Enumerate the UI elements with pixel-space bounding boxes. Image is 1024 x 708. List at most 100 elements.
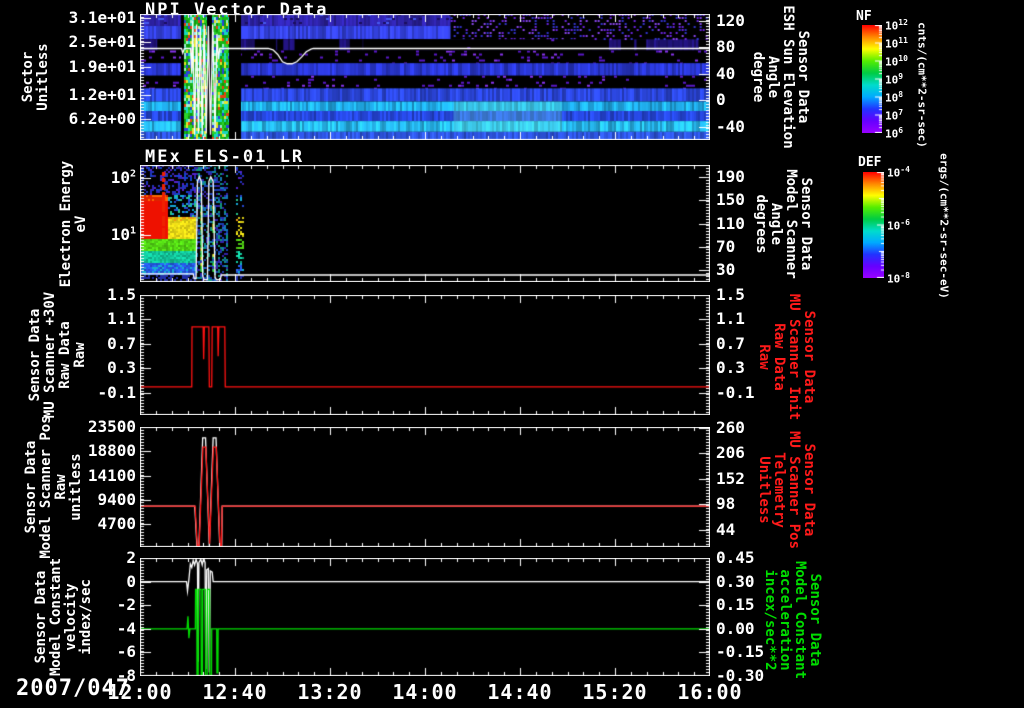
y2-axis-title-line: MU Scanner Pos: [786, 430, 802, 550]
y-axis-title-line: unitless: [68, 453, 84, 521]
colorbar-tick-label: 10-8: [887, 271, 910, 286]
y-axis-title-line: Sensor Data: [23, 440, 39, 534]
y2-axis-title-line: Sensor Data: [801, 310, 817, 404]
y-axis-tick-label: 0: [126, 571, 136, 591]
y2-axis-title-line: Sensor Data: [798, 177, 814, 271]
y-axis-title-line: Model Constant: [48, 557, 64, 677]
y-axis-title: Sector Unitless: [20, 43, 51, 111]
y-axis-title: Electron Energy eV: [58, 160, 89, 288]
y2-axis-tick-label: 152: [716, 468, 745, 488]
y2-axis-title: Sensor Data MU Scanner Init Raw Data Raw: [756, 293, 817, 421]
y2-axis-title-line: incex/sec**2: [762, 569, 778, 671]
y2-axis-tick-label: 1.5: [716, 285, 745, 304]
y2-axis-title-line: acceleration: [777, 569, 793, 671]
x-axis-tick-label: 15:20: [582, 680, 648, 704]
y2-axis-title: Sensor Data ESH Sun Elevation Angle degree: [750, 5, 811, 149]
y2-axis-tick-label: 0.15: [716, 595, 755, 615]
colorbar-name-def: DEF: [858, 155, 882, 170]
colorbar-name-nf: NF: [856, 9, 872, 24]
y2-axis-title-line: Model Scanner: [783, 169, 799, 279]
y-axis-title-line: Raw Data: [57, 321, 73, 389]
colorbar-tick-label: 107: [885, 108, 904, 123]
y-axis-tick-label: 1.9e+01: [68, 56, 136, 76]
y-axis-title-line: MU Scanner +30V: [42, 291, 58, 419]
y2-axis-tick-label: 206: [716, 443, 745, 463]
y-axis-title-line: Electron Energy: [58, 160, 74, 288]
y2-axis-title-line: degree: [750, 51, 766, 103]
y-axis-tick-label: 4700: [97, 514, 136, 534]
y-axis-title-line: Raw: [53, 474, 69, 500]
y2-axis-tick-label: 1.1: [716, 309, 745, 329]
y2-axis-title: Sensor Data Model Constant acceleration inc…: [762, 560, 823, 680]
colorbar-tick-label: 108: [885, 90, 904, 105]
spectrogram-els: [140, 165, 710, 282]
colorbar-tick-label: 106: [885, 126, 904, 141]
y-axis-tick-label: 2.5e+01: [68, 32, 136, 52]
y2-axis-tick-label: 150: [716, 190, 745, 210]
y2-axis-title: Sensor Data Model Scanner Angle degrees: [753, 169, 814, 279]
y2-axis-tick-label: -0.1: [716, 382, 755, 402]
y2-axis-tick-label: -0.30: [716, 666, 765, 685]
spectrogram-npi: [140, 14, 710, 140]
y2-axis-title-line: ESH Sun Elevation: [780, 5, 796, 149]
y-axis-tick-label: 14100: [87, 465, 136, 485]
y-axis-title-line: Model Scanner Pos: [38, 415, 54, 559]
y-axis-tick-label: -8: [116, 666, 136, 685]
y2-axis-title-line: MU Scanner Init: [786, 293, 802, 421]
x-axis-tick-label: 13:20: [297, 680, 363, 704]
date-label: 2007/047: [16, 676, 130, 701]
y-axis-title-line: Raw: [72, 342, 88, 368]
lineplot-mu30v: [140, 295, 710, 415]
y-axis-title-line: index/sec: [78, 579, 94, 655]
y-axis-title-line: Sensor Data: [27, 308, 43, 402]
y2-axis-title-line: Raw Data: [771, 323, 787, 391]
y2-axis-title-line: Telemetry: [771, 452, 787, 528]
y-axis-tick-label: -2: [116, 595, 136, 615]
y-axis-tick-label: 0.3: [107, 358, 136, 378]
y-axis-tick-label: 101: [110, 225, 136, 245]
colorbar-tick-label: 10-6: [887, 218, 910, 233]
colorbar-tick-label: 109: [885, 72, 904, 87]
y2-axis-title: Sensor Data MU Scanner Pos Telemetry Unitle…: [756, 430, 817, 550]
y-axis-tick-label: 2: [126, 548, 136, 567]
colorbar-nf: [862, 25, 882, 133]
y2-axis-title-line: Sensor Data: [795, 30, 811, 124]
y-axis-tick-label: 23500: [87, 417, 136, 436]
y-axis-tick-label: 1.1: [107, 309, 136, 329]
y2-axis-tick-label: 30: [716, 260, 736, 280]
colorbar-def: [863, 172, 884, 278]
y-axis-tick-label: -4: [116, 618, 136, 638]
y2-axis-title-line: Angle: [768, 202, 784, 246]
y2-axis-tick-label: 190: [716, 166, 745, 186]
y2-axis-tick-label: 120: [716, 10, 745, 30]
x-axis-tick-label: 12:00: [107, 680, 173, 704]
x-axis-tick-label: 14:40: [487, 680, 553, 704]
y2-axis-tick-label: 70: [716, 236, 736, 256]
y-axis-tick-label: 18800: [87, 441, 136, 461]
y2-axis-tick-label: 260: [716, 417, 745, 437]
colorbar-tick-label: 1010: [885, 54, 908, 69]
y2-axis-tick-label: 0.7: [716, 333, 745, 353]
x-axis-tick-label: 12:40: [202, 680, 268, 704]
x-axis-tick-label: 14:00: [392, 680, 458, 704]
panel-els-title: MEx ELS-01 LR: [145, 147, 305, 167]
y2-axis-tick-label: 0.3: [716, 358, 745, 378]
y2-axis-tick-label: 0.00: [716, 618, 755, 638]
y-axis-title-line: velocity: [63, 583, 79, 651]
y-axis-tick-label: -0.1: [97, 382, 136, 402]
y-axis-tick-label: 9400: [97, 489, 136, 509]
y2-axis-tick-label: -40: [716, 116, 745, 136]
y-axis-title-line: Sensor Data: [33, 570, 49, 664]
y-axis-tick-label: 6.2e+00: [68, 108, 136, 128]
y-axis-title-line: Sector: [20, 51, 36, 103]
colorbar-unit-label: ergs/(cm**2-sr-sec-eV): [937, 153, 951, 299]
y2-axis-title-line: Unitless: [756, 456, 772, 524]
y-axis-title: Sensor Data Model Constant velocity index/s…: [33, 557, 94, 677]
y2-axis-title-line: Model Constant: [792, 560, 808, 680]
y-axis-tick-label: 0.7: [107, 333, 136, 353]
y-axis-title-line: Unitless: [35, 43, 51, 111]
y2-axis-tick-label: 40: [716, 63, 736, 83]
y2-axis-title-line: Sensor Data: [801, 443, 817, 537]
y-axis-tick-label: 1.5: [107, 285, 136, 304]
